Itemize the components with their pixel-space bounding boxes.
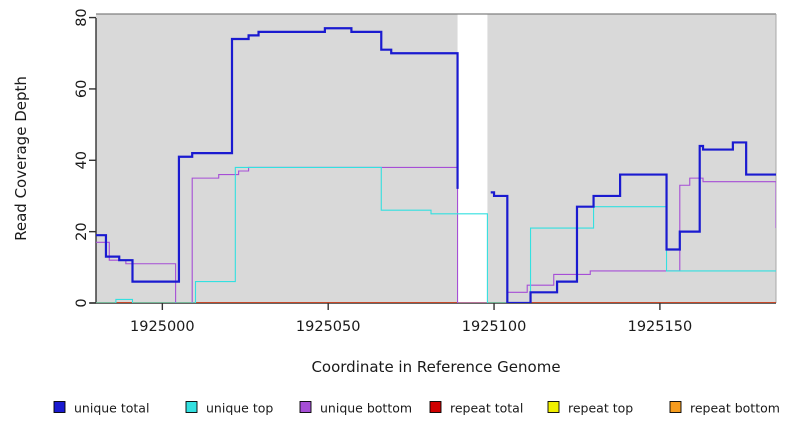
y-tick-label: 80 xyxy=(74,8,90,26)
legend-swatch xyxy=(547,401,560,413)
series-line xyxy=(96,166,776,303)
legend-swatch xyxy=(299,401,312,413)
legend-label: unique total xyxy=(74,401,149,416)
legend-swatch xyxy=(53,401,66,413)
legend-label: unique top xyxy=(206,401,273,416)
x-tick-label: 1925050 xyxy=(296,319,361,335)
series-line xyxy=(96,27,459,283)
y-tick-label: 60 xyxy=(74,80,90,98)
plot-background-left xyxy=(96,14,458,303)
legend-swatch xyxy=(429,401,442,413)
y-axis-title: Read Coverage Depth xyxy=(12,76,30,241)
legend-label: repeat total xyxy=(450,401,523,416)
x-tick-label: 1925100 xyxy=(462,319,527,335)
y-tick-label: 20 xyxy=(74,222,90,240)
legend-swatch xyxy=(669,401,682,413)
series-line xyxy=(490,141,776,303)
y-tick-label: 0 xyxy=(74,298,90,307)
x-tick-label: 1925150 xyxy=(628,319,693,335)
y-tick-label: 40 xyxy=(74,151,90,169)
x-axis-title: Coordinate in Reference Genome xyxy=(311,358,560,376)
series-group xyxy=(96,27,776,303)
legend-label: repeat bottom xyxy=(690,401,780,416)
legend-label: repeat top xyxy=(568,401,633,416)
legend-label: unique bottom xyxy=(320,401,412,416)
plot-background-right xyxy=(487,14,776,303)
legend-swatch xyxy=(185,401,198,413)
x-tick-label: 1925000 xyxy=(130,319,195,335)
legend: unique total unique top unique bottom repea… xyxy=(53,401,780,416)
